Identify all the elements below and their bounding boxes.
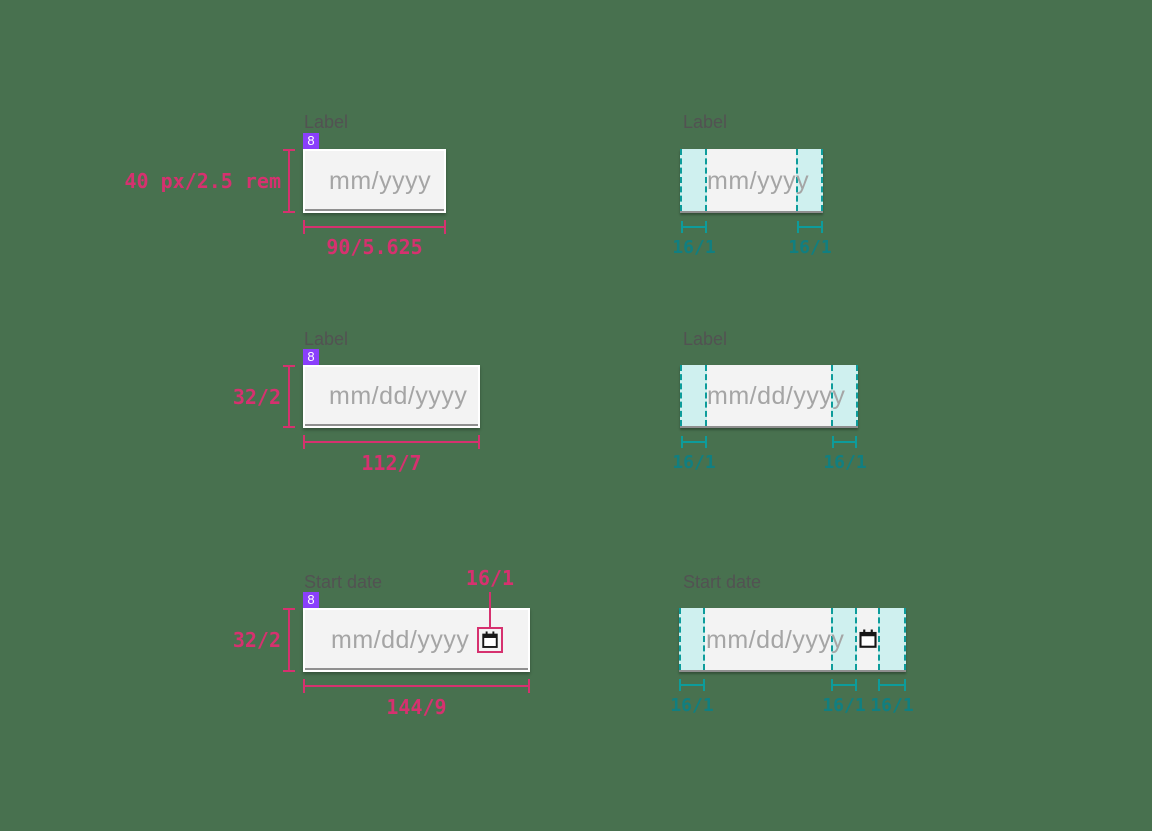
field-label: Start date — [683, 572, 762, 592]
placeholder-text: mm/dd/yyyy — [706, 625, 845, 654]
icon-slot — [857, 608, 878, 670]
padding-measure-label: 16/1 — [870, 695, 914, 716]
padding-measure-label: 16/1 — [670, 695, 714, 716]
height-measure-label: 40 px/2.5 rem — [124, 169, 281, 193]
icon-padding-measure-label: 16/1 — [465, 566, 515, 590]
padding-highlight-left — [680, 365, 707, 426]
padding-highlight-left — [679, 608, 705, 670]
width-measure-label: 144/9 — [386, 695, 447, 719]
padding-measure-label: 16/1 — [823, 452, 867, 473]
icon-padding-highlight-box — [477, 627, 503, 653]
calendar-icon[interactable] — [858, 629, 878, 649]
date-input[interactable]: mm/dd/yyyy — [303, 365, 480, 428]
height-measure-beam — [283, 149, 295, 213]
padding-highlight-left — [680, 149, 707, 211]
height-measure-beam — [283, 608, 295, 672]
padding-measure-beam — [832, 436, 857, 448]
field-label: Label — [304, 329, 349, 349]
padding-measure-beam — [681, 436, 707, 448]
width-measure-beam — [303, 220, 446, 234]
field-label: Label — [683, 329, 728, 349]
width-measure-label: 90/5.625 — [326, 235, 423, 259]
date-input[interactable]: mm/dd/yyyy — [680, 365, 858, 428]
date-input[interactable]: mm/yyyy — [303, 149, 446, 213]
placeholder-text: mm/dd/yyyy — [331, 625, 470, 654]
padding-measure-beam — [878, 679, 906, 691]
date-input[interactable]: mm/dd/yyyy — [303, 608, 530, 672]
field-label: Start date — [304, 572, 383, 592]
padding-measure-beam — [831, 679, 857, 691]
padding-measure-label: 16/1 — [672, 237, 716, 258]
padding-highlight-middle — [831, 608, 857, 670]
height-measure-beam — [283, 365, 295, 428]
placeholder-text: mm/yyyy — [329, 166, 432, 195]
placeholder-text: mm/dd/yyyy — [707, 382, 846, 410]
icon-annotation-line — [489, 592, 491, 628]
field-label: Label — [304, 112, 349, 132]
height-measure-label: 32/2 — [232, 385, 281, 409]
placeholder-text: mm/dd/yyyy — [329, 382, 468, 410]
spacing-badge: 8 — [303, 592, 319, 608]
field-label: Label — [683, 112, 728, 132]
width-measure-beam — [303, 679, 530, 693]
spacing-badge: 8 — [303, 349, 319, 365]
padding-measure-beam — [681, 221, 707, 233]
calendar-icon[interactable] — [481, 631, 499, 649]
padding-measure-beam — [797, 221, 823, 233]
date-input[interactable]: mm/dd/yyyy — [679, 608, 906, 672]
width-measure-beam — [303, 435, 480, 449]
width-measure-label: 112/7 — [361, 451, 422, 475]
padding-highlight-right — [878, 608, 906, 670]
spacing-badge: 8 — [303, 133, 319, 149]
padding-measure-label: 16/1 — [822, 695, 866, 716]
padding-measure-label: 16/1 — [788, 237, 832, 258]
date-input[interactable]: mm/yyyy — [680, 149, 823, 213]
padding-measure-label: 16/1 — [672, 452, 716, 473]
padding-highlight-right — [831, 365, 858, 426]
placeholder-text: mm/yyyy — [707, 166, 810, 195]
padding-highlight-right — [796, 149, 823, 211]
padding-measure-beam — [679, 679, 705, 691]
height-measure-label: 32/2 — [232, 628, 281, 652]
